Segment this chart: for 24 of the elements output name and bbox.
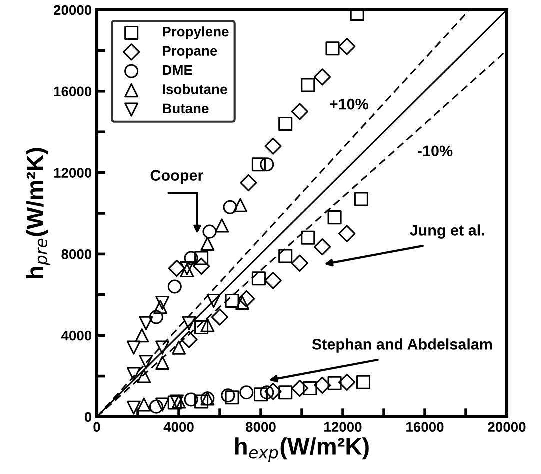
- x-tick-label: 8000: [246, 422, 276, 432]
- legend-label: Isobutane: [163, 84, 228, 94]
- x-tick-label: 12000: [324, 422, 362, 432]
- annotation: Stephan and Abdelsalam: [312, 338, 492, 353]
- legend-label: Butane: [163, 104, 209, 114]
- annotation: Jung et al.: [410, 224, 484, 239]
- x-axis-title: h$_{exp}$(W/m²K): [236, 438, 369, 462]
- legend-label: Propane: [163, 46, 218, 59]
- x-tick-label: 16000: [406, 422, 444, 432]
- y-axis-title: h$_{pre}$(W/m²K): [26, 148, 51, 279]
- annotation: -10%: [418, 146, 453, 157]
- annotation: +10%: [330, 98, 368, 110]
- y-tick-label: 4000: [61, 330, 92, 341]
- y-tick-label: 8000: [62, 250, 92, 260]
- x-tick-label: 4000: [164, 422, 194, 432]
- x-tick-label: 0: [94, 422, 100, 432]
- y-tick-label: 12000: [54, 168, 92, 178]
- legend-label: DME: [163, 65, 192, 76]
- legend-label: Propylene: [163, 26, 229, 40]
- x-tick-label: 20000: [488, 422, 526, 432]
- y-tick-label: 16000: [54, 86, 92, 97]
- y-tick-label: 0: [84, 412, 92, 422]
- annotation: Cooper: [150, 170, 204, 184]
- y-tick-label: 20000: [54, 5, 92, 16]
